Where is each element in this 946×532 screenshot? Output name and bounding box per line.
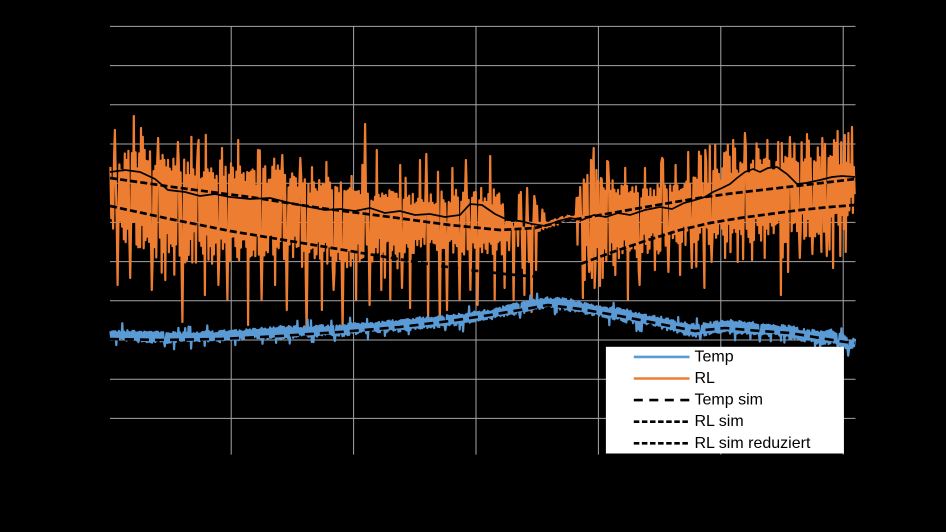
svg-text:RL sim: RL sim — [695, 413, 744, 430]
svg-text:RL sim reduziert: RL sim reduziert — [695, 435, 811, 452]
svg-text:RL: RL — [695, 370, 716, 387]
svg-text:Temp: Temp — [695, 348, 734, 365]
svg-text:Temp sim: Temp sim — [695, 392, 763, 409]
